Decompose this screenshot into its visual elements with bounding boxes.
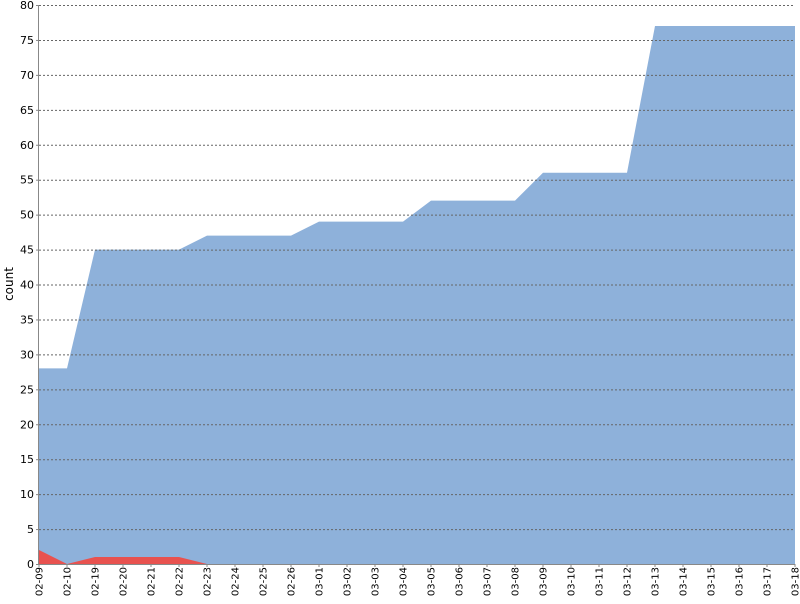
y-tick-label: 60	[20, 139, 34, 152]
y-tick-label: 20	[20, 418, 34, 431]
x-tick-label: 03-08	[511, 567, 522, 596]
x-tick-label: 03-17	[763, 567, 774, 596]
x-tick-label: 03-01	[315, 567, 326, 596]
x-tick-label: 03-05	[427, 567, 438, 596]
y-tick-label: 65	[20, 104, 34, 117]
x-tick-label: 03-13	[651, 567, 662, 596]
y-tick-label: 0	[27, 558, 34, 571]
x-tick-label: 03-03	[371, 567, 382, 596]
y-tick-label: 25	[20, 383, 34, 396]
y-tick-label: 15	[20, 453, 34, 466]
x-tick-label: 03-04	[399, 567, 410, 596]
y-tick-label: 35	[20, 313, 34, 326]
x-tick-label: 03-02	[343, 567, 354, 596]
x-tick-label: 03-14	[679, 567, 690, 596]
x-tick-label: 02-09	[35, 567, 46, 596]
x-tick-label: 02-25	[259, 567, 270, 596]
x-tick-label: 02-23	[203, 567, 214, 596]
x-tick-label: 02-21	[147, 567, 158, 596]
y-tick-label: 10	[20, 488, 34, 501]
y-tick-label: 55	[20, 174, 34, 187]
x-tick-label: 03-09	[539, 567, 550, 596]
x-tick-label: 03-18	[791, 567, 800, 596]
y-tick-label: 80	[20, 0, 34, 12]
x-tick-label: 03-07	[483, 567, 494, 596]
x-tick-label: 03-15	[707, 567, 718, 596]
y-tick-label: 30	[20, 348, 34, 361]
y-axis-label: count	[2, 267, 16, 301]
y-tick-label: 5	[27, 523, 34, 536]
y-tick-label: 45	[20, 244, 34, 257]
x-tick-label: 03-11	[595, 567, 606, 596]
series-area-0	[39, 26, 795, 564]
x-tick-label: 03-12	[623, 567, 634, 596]
x-tick-label: 02-20	[119, 567, 130, 596]
x-tick-label: 03-10	[567, 567, 578, 596]
y-tick-label: 50	[20, 209, 34, 222]
x-tick-label: 02-19	[91, 567, 102, 596]
x-tick-label: 02-22	[175, 567, 186, 596]
x-tick-label: 02-24	[231, 567, 242, 596]
x-tick-label: 03-06	[455, 567, 466, 596]
area-layer	[39, 26, 795, 564]
x-tick-label: 02-26	[287, 567, 298, 596]
y-tick-label: 70	[20, 69, 34, 82]
x-tick-label: 03-16	[735, 567, 746, 596]
x-tick-label: 02-10	[63, 567, 74, 596]
y-tick-label: 40	[20, 279, 34, 292]
y-tick-label: 75	[20, 34, 34, 47]
